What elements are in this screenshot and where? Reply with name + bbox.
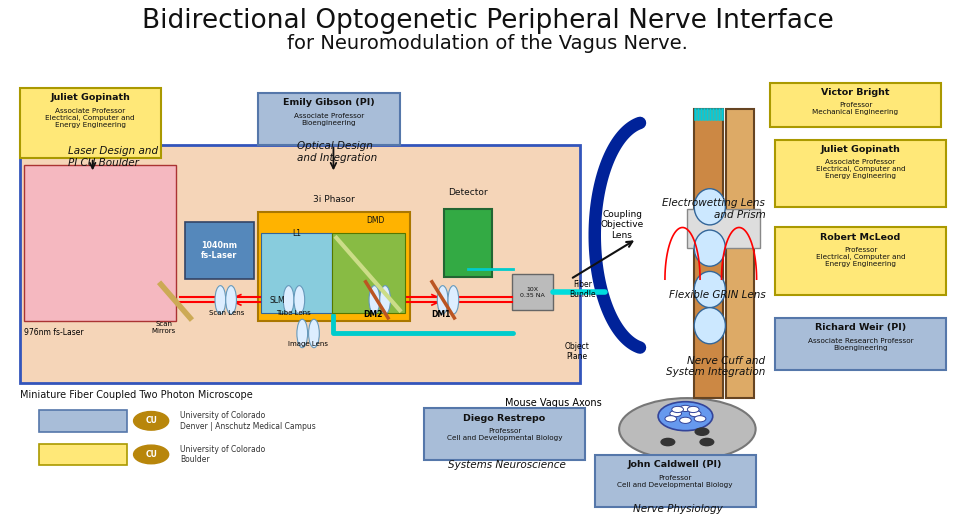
Text: CU: CU [145,416,157,425]
Ellipse shape [380,285,390,314]
Ellipse shape [369,285,380,314]
FancyBboxPatch shape [444,209,492,277]
Text: Fiber
Bundle: Fiber Bundle [569,280,597,299]
Text: Juliet Gopinath: Juliet Gopinath [821,145,900,154]
Text: Juliet Gopinath: Juliet Gopinath [51,93,130,102]
Text: Richard Weir (PI): Richard Weir (PI) [815,323,906,332]
FancyBboxPatch shape [595,455,756,507]
FancyBboxPatch shape [24,165,176,321]
Text: University of Colorado
Boulder: University of Colorado Boulder [180,445,265,464]
Text: Scan Lens: Scan Lens [209,310,244,316]
FancyBboxPatch shape [775,227,946,295]
Ellipse shape [296,319,308,347]
Text: Nerve Physiology: Nerve Physiology [633,505,722,514]
FancyBboxPatch shape [726,109,754,398]
Ellipse shape [308,319,320,347]
Text: Robert McLeod: Robert McLeod [820,233,901,241]
Text: Mouse Vagus Axons: Mouse Vagus Axons [505,398,603,408]
FancyBboxPatch shape [258,93,400,145]
Text: SLM: SLM [269,296,285,305]
Text: 976nm fs-Laser: 976nm fs-Laser [24,328,84,337]
Text: 1040nm
fs-Laser: 1040nm fs-Laser [201,241,238,261]
Text: Nerve Cuff and
System Integration: Nerve Cuff and System Integration [666,356,765,377]
Text: Tube Lens: Tube Lens [276,310,311,316]
Text: L1: L1 [292,229,301,237]
Text: Professor
Mechanical Engineering: Professor Mechanical Engineering [812,102,899,115]
Ellipse shape [694,189,725,225]
Text: Professor
Cell and Developmental Biology: Professor Cell and Developmental Biology [447,428,563,441]
Text: DM1: DM1 [431,310,450,319]
Ellipse shape [694,308,725,344]
FancyBboxPatch shape [770,83,941,127]
Circle shape [680,417,691,423]
FancyBboxPatch shape [185,222,254,279]
Text: Coupling
Objective
Lens: Coupling Objective Lens [601,210,644,240]
FancyBboxPatch shape [20,145,580,383]
Circle shape [695,428,709,435]
FancyBboxPatch shape [261,233,332,313]
Text: Object
Plane: Object Plane [565,342,590,361]
Text: Flexible GRIN Lens: Flexible GRIN Lens [669,290,765,300]
Ellipse shape [694,230,725,266]
Circle shape [134,412,169,430]
Text: Victor Bright: Victor Bright [821,88,890,97]
Circle shape [658,402,713,431]
Text: Bidirectional Optogenetic Peripheral Nerve Interface: Bidirectional Optogenetic Peripheral Ner… [141,8,834,34]
Ellipse shape [619,398,756,460]
Ellipse shape [225,285,236,314]
Text: Associate Professor
Bioengineering: Associate Professor Bioengineering [293,113,365,126]
Ellipse shape [214,285,226,314]
Text: Image Lens: Image Lens [288,341,329,347]
Text: 3i Phasor: 3i Phasor [313,195,354,204]
Circle shape [689,410,701,417]
Text: Scan
Mirrors: Scan Mirrors [152,321,176,333]
FancyBboxPatch shape [512,274,553,310]
Text: 10X
0.35 NA: 10X 0.35 NA [520,287,545,297]
Circle shape [134,445,169,464]
Text: Electrowetting Lens
and Prism: Electrowetting Lens and Prism [662,198,765,220]
Circle shape [694,416,706,422]
Text: DM2: DM2 [364,310,383,319]
Ellipse shape [448,285,459,314]
Circle shape [672,406,683,413]
Text: Associate Research Professor
Bioengineering: Associate Research Professor Bioengineer… [807,338,914,351]
Text: Professor
Electrical, Computer and
Energy Engineering: Professor Electrical, Computer and Energ… [816,247,905,267]
Text: Systems Neuroscience: Systems Neuroscience [448,461,566,470]
Circle shape [661,438,675,446]
Circle shape [670,410,682,417]
Text: Associate Professor
Electrical, Computer and
Energy Engineering: Associate Professor Electrical, Computer… [816,159,905,179]
FancyBboxPatch shape [258,212,410,321]
Ellipse shape [283,285,294,314]
FancyBboxPatch shape [20,88,161,158]
Circle shape [687,406,699,413]
FancyBboxPatch shape [687,209,761,248]
Text: Optical Design
and Integration: Optical Design and Integration [297,141,377,163]
Circle shape [665,416,677,422]
Text: University of Colorado
Denver | Anschutz Medical Campus: University of Colorado Denver | Anschutz… [180,411,316,431]
Text: for Neuromodulation of the Vagus Nerve.: for Neuromodulation of the Vagus Nerve. [287,34,688,53]
Text: John Caldwell (PI): John Caldwell (PI) [628,460,722,469]
FancyBboxPatch shape [775,318,946,370]
Circle shape [700,438,714,446]
FancyBboxPatch shape [39,444,127,465]
Text: DMD: DMD [367,216,384,225]
Ellipse shape [294,285,304,314]
Text: Associate Professor
Electrical, Computer and
Energy Engineering: Associate Professor Electrical, Computer… [46,108,135,128]
FancyBboxPatch shape [775,140,946,207]
FancyBboxPatch shape [694,109,723,398]
Circle shape [680,405,691,412]
Text: Miniature Fiber Coupled Two Photon Microscope: Miniature Fiber Coupled Two Photon Micro… [20,390,253,400]
FancyBboxPatch shape [424,408,585,460]
Text: Detector: Detector [448,189,488,197]
FancyBboxPatch shape [332,233,405,313]
Text: Diego Restrepo: Diego Restrepo [463,414,546,422]
FancyBboxPatch shape [39,410,127,432]
Ellipse shape [437,285,448,314]
Text: Laser Design and
PI CU Boulder: Laser Design and PI CU Boulder [68,146,158,168]
Text: Emily Gibson (PI): Emily Gibson (PI) [283,98,375,107]
Text: CU: CU [145,450,157,459]
Ellipse shape [694,271,725,308]
Text: Professor
Cell and Developmental Biology: Professor Cell and Developmental Biology [617,475,733,488]
